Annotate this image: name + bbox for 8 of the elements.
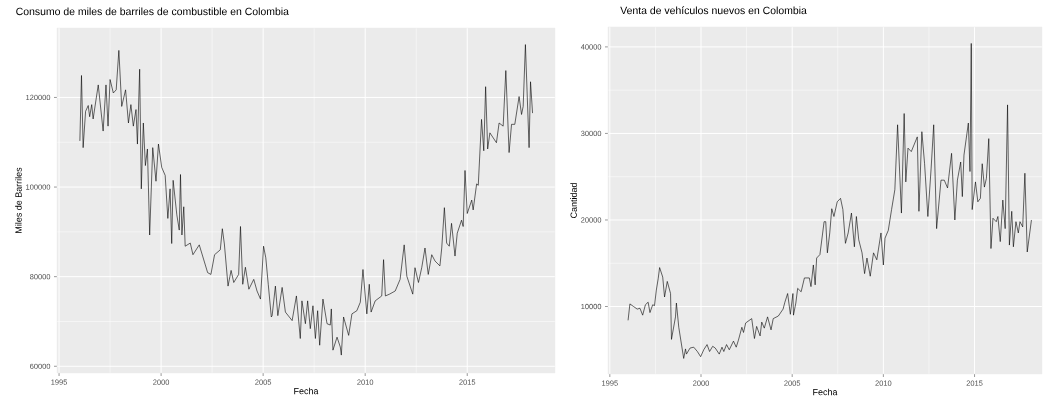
- x-axis-title: Fecha: [813, 388, 838, 396]
- y-axis-title: Cantidad: [570, 183, 577, 218]
- line-series: [627, 43, 1032, 359]
- y-axis-title: Miles de Barriles: [15, 167, 22, 233]
- x-axis-title: Fecha: [294, 387, 319, 395]
- chart-title: Venta de vehículos nuevos en Colombia: [620, 6, 807, 15]
- chart-title: Consumo de miles de barriles de combustible en Colombia: [16, 7, 289, 16]
- line-series: [79, 44, 533, 356]
